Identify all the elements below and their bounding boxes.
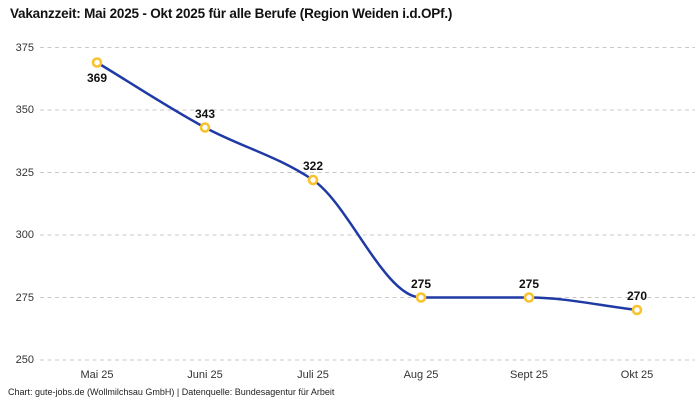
x-tick-label: Okt 25 [620, 369, 654, 381]
data-point-marker [523, 292, 535, 303]
data-point-marker [415, 292, 427, 303]
y-tick-label: 300 [15, 229, 34, 241]
x-tick-label: Juli 25 [297, 369, 329, 381]
data-point-label: 322 [302, 159, 324, 173]
chart-title: Vakanzzeit: Mai 2025 - Okt 2025 für alle… [10, 6, 453, 21]
y-tick-label: 375 [15, 41, 34, 54]
y-tick-label: 275 [15, 291, 34, 304]
data-point-label: 343 [194, 106, 216, 121]
data-point-label: 275 [410, 276, 432, 291]
data-point-label: 270 [626, 289, 648, 303]
gridlines [40, 47, 695, 361]
chart-source-caption: Chart: gute-jobs.de (Wollmilchsau GmbH) … [8, 387, 335, 397]
data-point-label: 275 [518, 276, 540, 291]
y-tick-label: 250 [15, 354, 34, 366]
data-point-marker [631, 304, 643, 316]
x-tick-label: Aug 25 [403, 369, 439, 381]
y-tick-label: 325 [15, 166, 34, 179]
x-tick-label: Juni 25 [187, 369, 223, 381]
data-point-marker [91, 57, 103, 68]
data-point-marker [199, 122, 211, 133]
line-series [95, 61, 639, 312]
data-point-marker [307, 174, 319, 186]
data-point-markers [91, 57, 643, 316]
data-point-label: 369 [86, 70, 108, 85]
y-tick-label: 350 [15, 104, 34, 116]
x-tick-label: Sept 25 [510, 369, 548, 381]
x-tick-label: Mai 25 [80, 369, 114, 381]
